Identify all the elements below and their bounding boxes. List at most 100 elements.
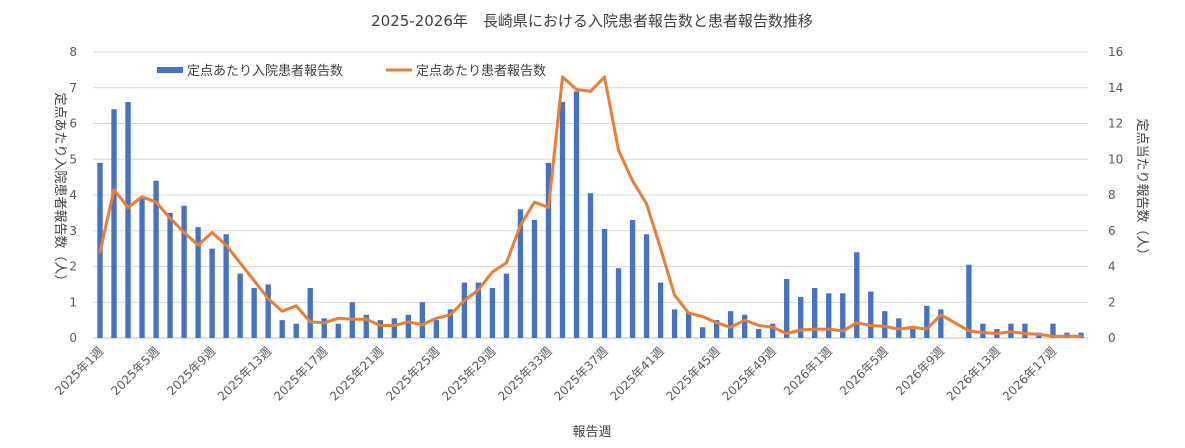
right-tick-label: 10 xyxy=(1108,152,1123,166)
bar-inpatient xyxy=(279,320,285,338)
x-tick-label: 2026年9週 xyxy=(893,344,947,398)
bar-inpatient xyxy=(657,282,664,338)
bar-inpatient xyxy=(713,320,720,338)
bar-inpatient xyxy=(293,323,299,338)
bar-inpatient xyxy=(419,302,425,338)
bar-inpatient xyxy=(447,309,454,338)
x-tick-label: 2025年25週 xyxy=(383,344,442,403)
bar-inpatient xyxy=(938,309,944,338)
bar-inpatient xyxy=(377,320,383,338)
x-tick-label: 2025年33週 xyxy=(495,344,554,403)
bar-inpatient xyxy=(363,314,369,338)
right-tick-label: 16 xyxy=(1108,45,1123,59)
bar-inpatient xyxy=(1050,323,1056,338)
bar-inpatient xyxy=(111,109,117,338)
left-axis-ticks: 0 1 2 3 4 5 6 7 8 xyxy=(69,45,77,345)
bar-inpatient xyxy=(237,273,243,338)
left-tick-label: 8 xyxy=(69,45,77,59)
chart-title: 2025-2026年 長崎県における入院患者報告数と患者報告数推移 xyxy=(371,12,813,30)
right-tick-label: 2 xyxy=(1108,295,1116,309)
right-tick-label: 4 xyxy=(1108,260,1116,274)
legend: 定点あたり入院患者報告数 定点あたり患者報告数 xyxy=(157,64,546,79)
left-tick-label: 5 xyxy=(69,152,77,166)
legend-bar-swatch xyxy=(157,67,183,73)
bar-inpatient xyxy=(587,193,594,338)
left-axis-title: 定点あたり入院患者報告数（人） xyxy=(52,92,67,287)
x-tick-label: 2026年13週 xyxy=(944,344,1003,403)
bar-inpatient xyxy=(727,311,734,338)
x-tick-label: 2025年9週 xyxy=(164,344,218,398)
bar-inpatient xyxy=(503,273,510,338)
right-tick-label: 0 xyxy=(1108,331,1116,345)
bar-inpatient xyxy=(153,180,159,338)
bar-inpatient xyxy=(265,284,271,338)
x-axis-title: 報告週 xyxy=(572,425,611,440)
bar-inpatient xyxy=(854,252,860,338)
bar-inpatient xyxy=(167,212,173,338)
x-tick-label: 2026年1週 xyxy=(781,344,835,398)
x-tick-label: 2025年41週 xyxy=(607,344,666,403)
x-tick-label: 2025年13週 xyxy=(215,344,274,403)
x-axis-ticks: 2025年1週 2025年5週 2025年9週2025年13週2025年17週202… xyxy=(52,344,1059,403)
bar-inpatient xyxy=(195,227,201,338)
bar-inpatient xyxy=(671,309,678,338)
bar-inpatient xyxy=(643,234,650,338)
x-tick-label: 2026年17週 xyxy=(1000,344,1059,403)
bar-inpatient xyxy=(251,287,257,338)
bar-inpatient xyxy=(335,323,341,338)
bar-inpatient xyxy=(868,291,874,338)
x-tick-label: 2025年17週 xyxy=(271,344,330,403)
bar-inpatient xyxy=(980,323,986,338)
bar-inpatient xyxy=(125,102,131,338)
bar-inpatient xyxy=(139,198,145,338)
right-tick-label: 6 xyxy=(1108,224,1116,238)
bar-inpatient xyxy=(321,318,327,338)
x-tick-label: 2025年37週 xyxy=(551,344,610,403)
right-axis-title: 定点当たり報告数（人） xyxy=(1134,118,1149,261)
left-tick-label: 4 xyxy=(69,188,77,202)
line-layer xyxy=(98,75,1083,338)
bar-inpatient xyxy=(545,162,552,338)
bar-inpatient xyxy=(573,91,580,338)
bar-inpatient xyxy=(405,314,411,338)
x-tick-label: 2025年21週 xyxy=(327,344,386,403)
bar-inpatient xyxy=(433,320,440,338)
bar-inpatient xyxy=(307,287,313,338)
bar-inpatient xyxy=(685,312,692,338)
x-tick-label: 2026年5週 xyxy=(837,344,891,398)
right-tick-label: 8 xyxy=(1108,188,1116,202)
bar-inpatient xyxy=(475,282,482,338)
bar-inpatient xyxy=(629,220,636,338)
bar-inpatient xyxy=(784,279,790,338)
left-tick-label: 2 xyxy=(69,260,77,274)
line-patients xyxy=(98,75,1083,338)
right-axis-ticks: 0 2 4 6 8 10 12 14 16 xyxy=(1108,45,1123,345)
bar-inpatient xyxy=(181,205,187,338)
left-tick-label: 0 xyxy=(69,331,77,345)
legend-line-label: 定点あたり患者報告数 xyxy=(416,64,546,79)
bar-inpatient xyxy=(798,296,804,338)
bar-inpatient xyxy=(223,234,229,338)
left-tick-label: 3 xyxy=(69,224,77,238)
bars-layer xyxy=(97,91,1084,338)
bar-inpatient xyxy=(966,264,972,338)
bar-inpatient xyxy=(209,248,215,338)
bar-inpatient xyxy=(601,228,608,338)
bar-inpatient xyxy=(559,102,566,338)
bar-inpatient xyxy=(489,287,496,338)
right-tick-label: 12 xyxy=(1108,117,1123,131)
x-tick-label: 2025年49週 xyxy=(720,344,779,403)
bar-inpatient xyxy=(531,220,538,338)
bar-inpatient xyxy=(615,268,622,338)
left-tick-label: 6 xyxy=(69,117,77,131)
x-tick-label: 2025年1週 xyxy=(52,344,106,398)
bar-inpatient xyxy=(756,329,762,338)
bar-inpatient xyxy=(910,329,916,338)
x-tick-label: 2025年45週 xyxy=(663,344,722,403)
right-tick-label: 14 xyxy=(1108,81,1123,95)
bar-inpatient xyxy=(517,209,524,338)
bar-inpatient xyxy=(882,311,888,338)
bar-inpatient xyxy=(770,323,776,338)
